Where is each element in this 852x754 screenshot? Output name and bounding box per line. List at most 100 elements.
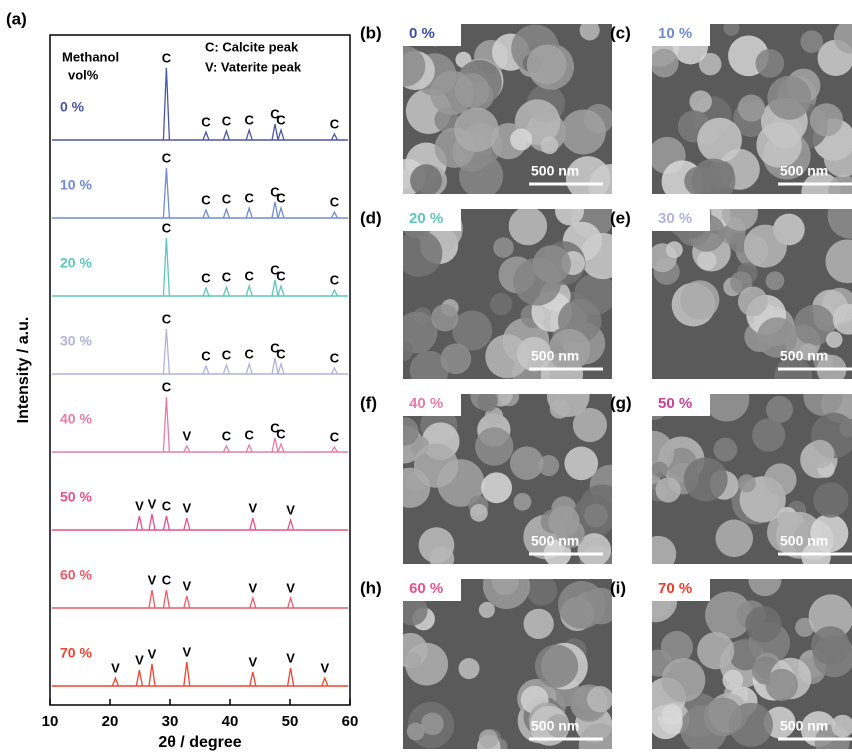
panel-label: (d)	[360, 208, 382, 227]
peak-label: V	[286, 502, 295, 517]
sem-particle	[698, 52, 722, 76]
peak	[330, 288, 338, 297]
sem-particle	[579, 233, 612, 280]
sem-particle	[737, 286, 768, 317]
peak-label: C	[276, 268, 286, 283]
sem-particle	[403, 230, 443, 277]
sem-image	[403, 579, 612, 749]
peak	[222, 128, 231, 141]
peak	[245, 361, 253, 375]
x-tick-label: 30	[162, 713, 179, 730]
series-label: 20 %	[60, 255, 92, 271]
sem-particle	[827, 209, 852, 239]
sem-particle	[413, 443, 459, 488]
panel-label: (c)	[610, 23, 631, 42]
sem-particle	[793, 304, 835, 346]
peak-label: C	[270, 420, 280, 435]
sem-particle	[577, 533, 612, 564]
peak	[148, 663, 156, 687]
peak-label: C	[201, 114, 211, 129]
sem-particle	[764, 463, 797, 496]
series-title: Methanol	[62, 49, 119, 64]
sem-particle	[403, 46, 426, 87]
sem-particle	[652, 535, 677, 564]
panel-label: (g)	[610, 393, 632, 412]
sem-particle	[572, 407, 608, 443]
sem-particle	[557, 581, 606, 629]
sem-particle	[809, 103, 843, 137]
sem-particle	[811, 626, 850, 665]
peak-label: V	[148, 646, 157, 661]
peak	[202, 130, 210, 141]
peak	[286, 517, 295, 531]
peak	[277, 127, 285, 141]
peak-label: V	[135, 652, 144, 667]
x-tick-label: 10	[42, 713, 59, 730]
sem-particle	[832, 303, 852, 335]
peak-label: C	[276, 112, 286, 127]
sem-particle	[586, 686, 612, 713]
sem-particle	[756, 317, 798, 358]
sem-particle	[429, 546, 455, 564]
sem-particle	[470, 503, 488, 522]
peak	[162, 589, 171, 609]
sem-particle	[665, 241, 683, 259]
peak	[271, 201, 279, 219]
sem-particle	[697, 632, 735, 670]
peak	[330, 445, 338, 453]
panel-caption: 10 %	[658, 25, 692, 42]
sem-particle	[548, 328, 591, 371]
peak-label: V	[182, 500, 191, 515]
peak	[286, 595, 295, 609]
sem-particle	[737, 94, 765, 122]
peak	[277, 361, 285, 375]
peak	[245, 443, 253, 453]
peak-label: C	[201, 192, 211, 207]
peak-label: V	[248, 500, 257, 515]
sem-particle	[703, 697, 743, 737]
sem-particle	[816, 354, 847, 379]
peak	[277, 283, 285, 297]
sem-particle	[523, 608, 554, 640]
sem-particle	[660, 631, 693, 664]
peak	[111, 676, 120, 687]
sem-particle	[579, 24, 600, 41]
peak-label: V	[320, 660, 329, 675]
sem-particle	[578, 723, 612, 749]
peak	[183, 595, 191, 609]
sem-particle	[478, 601, 495, 618]
sem-particle	[652, 48, 679, 78]
peak-label: C	[330, 116, 340, 131]
x-tick-label: 50	[282, 713, 299, 730]
sem-particle	[538, 455, 560, 477]
peak	[271, 357, 279, 375]
panel-caption: 30 %	[658, 210, 692, 227]
peak-label: C	[201, 270, 211, 285]
scale-bar-label: 500 nm	[531, 348, 579, 364]
sem-particle	[490, 292, 513, 316]
caption-box	[403, 394, 461, 416]
peak-label: C	[330, 272, 340, 287]
sem-particle	[661, 658, 706, 702]
peak-label: C	[330, 429, 340, 444]
peak	[222, 444, 230, 453]
peak	[162, 237, 171, 297]
sem-particle	[509, 446, 544, 480]
peak-label: C	[276, 346, 286, 361]
sem-particle	[831, 714, 852, 738]
peak	[321, 676, 329, 687]
peak-label: C	[245, 268, 255, 283]
peak-label: V	[182, 644, 191, 659]
peak-label: V	[111, 660, 120, 675]
sem-image	[403, 209, 612, 379]
peak	[245, 283, 253, 297]
peak	[330, 132, 338, 141]
peak-label: V	[148, 496, 157, 511]
sem-particle	[803, 394, 843, 417]
peak	[222, 284, 231, 297]
sem-particle	[704, 394, 750, 422]
sem-particle	[805, 439, 835, 469]
sem-particle	[745, 606, 782, 643]
sem-particle	[555, 209, 584, 226]
